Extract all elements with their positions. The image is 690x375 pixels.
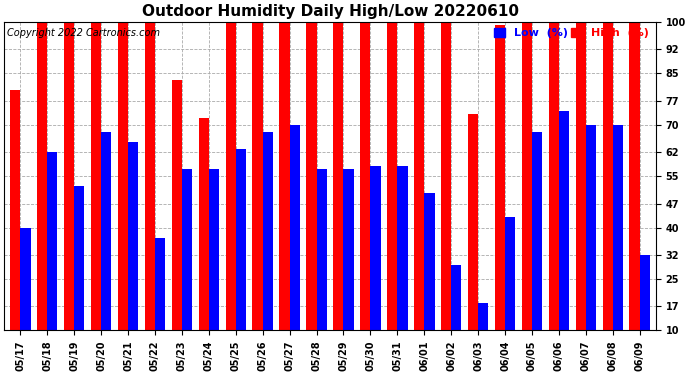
Bar: [629, 22, 640, 330]
Bar: [505, 217, 515, 330]
Bar: [522, 22, 532, 330]
Bar: [155, 238, 165, 330]
Title: Outdoor Humidity Daily High/Low 20220610: Outdoor Humidity Daily High/Low 20220610: [141, 4, 518, 19]
Bar: [209, 169, 219, 330]
Bar: [640, 255, 650, 330]
Bar: [414, 22, 424, 330]
Bar: [182, 169, 192, 330]
Bar: [532, 132, 542, 330]
Bar: [495, 25, 505, 330]
Bar: [387, 22, 397, 330]
Bar: [236, 148, 246, 330]
Bar: [37, 22, 47, 330]
Bar: [602, 22, 613, 330]
Bar: [101, 132, 111, 330]
Bar: [128, 142, 138, 330]
Bar: [91, 22, 101, 330]
Bar: [317, 169, 327, 330]
Bar: [253, 22, 263, 330]
Bar: [441, 22, 451, 330]
Bar: [344, 169, 354, 330]
Bar: [397, 166, 408, 330]
Bar: [118, 22, 128, 330]
Bar: [75, 186, 84, 330]
Bar: [371, 166, 381, 330]
Bar: [279, 22, 290, 330]
Bar: [172, 80, 182, 330]
Bar: [468, 114, 478, 330]
Bar: [451, 265, 462, 330]
Bar: [199, 118, 209, 330]
Bar: [20, 228, 30, 330]
Bar: [47, 152, 57, 330]
Bar: [575, 22, 586, 330]
Bar: [559, 111, 569, 330]
Bar: [10, 90, 20, 330]
Bar: [549, 22, 559, 330]
Bar: [424, 193, 435, 330]
Bar: [478, 303, 489, 330]
Bar: [263, 132, 273, 330]
Bar: [613, 124, 623, 330]
Bar: [145, 22, 155, 330]
Bar: [333, 22, 344, 330]
Bar: [64, 22, 75, 330]
Bar: [226, 22, 236, 330]
Bar: [360, 22, 371, 330]
Text: Copyright 2022 Cartronics.com: Copyright 2022 Cartronics.com: [8, 28, 161, 38]
Bar: [586, 124, 596, 330]
Legend: Low  (%), High  (%): Low (%), High (%): [493, 27, 650, 40]
Bar: [290, 124, 300, 330]
Bar: [306, 22, 317, 330]
